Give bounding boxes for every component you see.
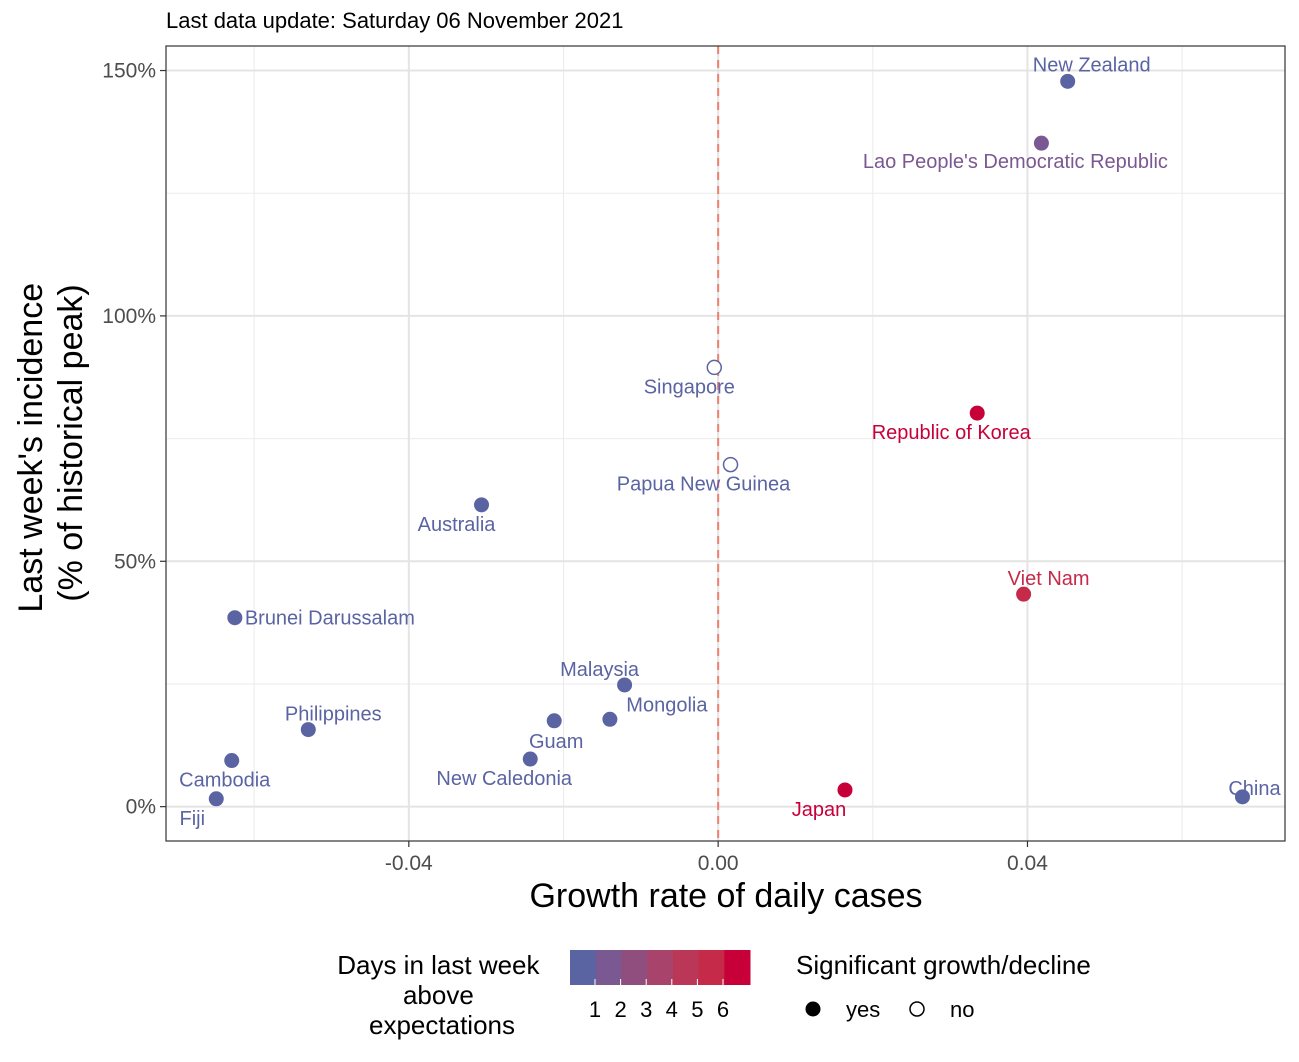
data-point-label: Guam [529, 731, 583, 753]
chart-subtitle: Last data update: Saturday 06 November 2… [166, 8, 623, 33]
color-legend-title: Days in last week above expectations [337, 950, 547, 1040]
data-point-label: New Zealand [1033, 54, 1151, 76]
color-bar-label: 1 [589, 997, 601, 1022]
data-points [208, 73, 1250, 807]
data-point [1060, 73, 1076, 89]
data-point [1033, 135, 1049, 151]
data-point [837, 782, 853, 798]
plot-background [166, 46, 1285, 841]
x-tick-label: -0.04 [385, 852, 433, 875]
data-point [1016, 586, 1032, 602]
color-bar-segment [647, 950, 674, 985]
y-tick-label: 50% [114, 550, 156, 573]
data-point [227, 610, 243, 626]
color-bar-segment [595, 950, 622, 985]
color-bar-label: 4 [666, 997, 678, 1022]
color-bar-segment [724, 950, 751, 985]
shape-legend-title: Significant growth/decline [796, 950, 1091, 980]
y-axis-title-line-1: Last week's incidence [12, 283, 50, 613]
color-legend-title-line-1: Days in last week [337, 950, 540, 980]
data-point-label: Mongolia [626, 694, 708, 716]
color-bar-label: 3 [640, 997, 652, 1022]
data-point-label: Republic of Korea [872, 422, 1032, 444]
y-tick-label: 100% [102, 305, 156, 328]
data-point [300, 722, 316, 738]
data-point [522, 751, 538, 767]
color-bar-segment [698, 950, 725, 985]
data-point-label: Singapore [644, 376, 735, 398]
data-point [474, 497, 490, 513]
plot-border [165, 45, 1286, 842]
data-point-label: New Caledonia [436, 768, 573, 790]
color-bar-label: 5 [691, 997, 703, 1022]
data-point [602, 711, 618, 727]
data-point-label: Japan [792, 799, 847, 821]
data-point-label: Cambodia [179, 770, 271, 792]
data-point [546, 713, 562, 729]
color-bar-label: 2 [614, 997, 626, 1022]
point-labels: New Zealand Lao People's Democratic Repub… [179, 54, 1281, 829]
legend-open-circle [909, 1001, 925, 1017]
data-point [224, 753, 240, 769]
color-bar-segment [672, 950, 700, 985]
data-point-label: Philippines [285, 704, 382, 726]
color-bar-segment [570, 950, 597, 985]
color-bar-segment [621, 950, 648, 985]
y-axis-title-line-2: (% of historical peak) [52, 284, 90, 601]
color-legend-title-line-3: expectations [369, 1010, 515, 1040]
data-point [706, 359, 723, 376]
data-point-label: Malaysia [560, 659, 640, 681]
data-point-label: China [1228, 778, 1281, 800]
shape-legend-label: no [950, 997, 974, 1022]
y-axis: 0% 50% 100% 150% [102, 60, 166, 819]
x-tick-label: 0.04 [1007, 852, 1048, 875]
data-point-label: Lao People's Democratic Republic [863, 151, 1168, 173]
data-point [722, 456, 739, 473]
legend-filled-circle [805, 1001, 821, 1017]
y-axis-title: Last week's incidence (% of historical p… [12, 273, 90, 612]
data-point [1234, 789, 1250, 805]
data-point [617, 677, 633, 693]
x-tick-label: 0.00 [698, 852, 739, 875]
data-point-label: Fiji [179, 808, 205, 830]
shape-legend-label: yes [846, 997, 880, 1022]
shape-legend: yes no [805, 997, 974, 1022]
x-axis-title: Growth rate of daily cases [529, 877, 922, 915]
color-legend-title-line-2: above [403, 980, 474, 1010]
data-point [208, 791, 224, 807]
y-tick-label: 0% [126, 796, 156, 819]
data-point-label: Viet Nam [1008, 568, 1090, 590]
x-axis: -0.04 0.00 0.04 [385, 841, 1048, 875]
data-point-label: Brunei Darussalam [245, 608, 415, 630]
data-point-label: Australia [418, 514, 497, 536]
data-point-label: Papua New Guinea [617, 474, 791, 496]
y-tick-label: 150% [102, 60, 156, 83]
color-bar-label: 6 [717, 997, 729, 1022]
data-point [969, 405, 985, 421]
